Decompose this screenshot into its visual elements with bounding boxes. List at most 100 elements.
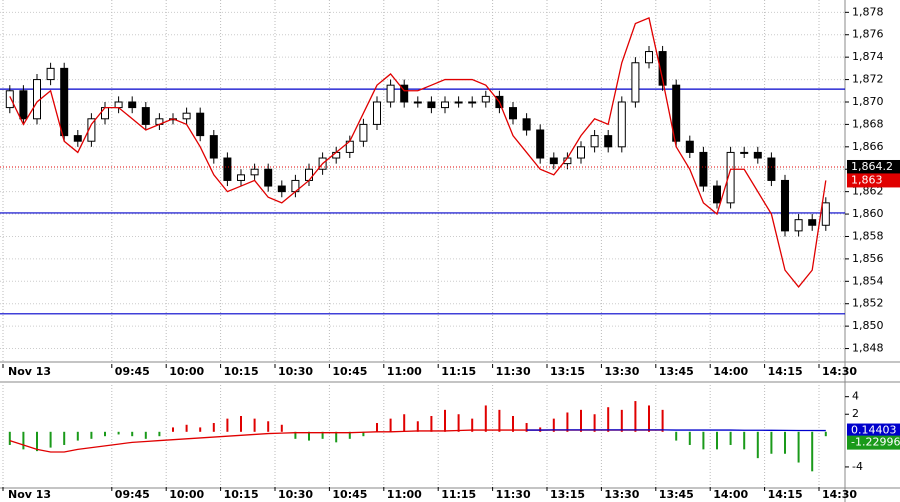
candle-body bbox=[250, 168, 259, 176]
histogram-bar bbox=[716, 431, 718, 450]
x-tick-label: 11:30 bbox=[496, 365, 531, 378]
x-tick-label: 11:30 bbox=[496, 488, 531, 501]
candle-body bbox=[821, 202, 830, 226]
histogram-bar bbox=[661, 409, 664, 432]
histogram-bar bbox=[444, 409, 446, 432]
y-tick-label: 1,860 bbox=[852, 207, 884, 220]
candle-body bbox=[441, 101, 449, 109]
x-tick-label: 10:30 bbox=[278, 488, 313, 501]
y-tick-label: -4 bbox=[852, 460, 863, 473]
indicator-line bbox=[526, 429, 826, 432]
x-tick-label: 13:15 bbox=[550, 488, 585, 501]
x-tick-label: 09:45 bbox=[115, 365, 150, 378]
histogram-bar bbox=[8, 431, 11, 445]
candle-body bbox=[19, 90, 28, 120]
candle-body bbox=[427, 101, 436, 109]
histogram-bar bbox=[824, 431, 827, 437]
value-box-label: 1,864.2 bbox=[851, 160, 893, 173]
histogram-bar bbox=[117, 431, 120, 435]
candle-body bbox=[386, 84, 395, 103]
candle-body bbox=[767, 157, 776, 181]
histogram-bar bbox=[607, 407, 610, 432]
histogram-bar bbox=[63, 431, 66, 445]
histogram-bar bbox=[199, 427, 202, 432]
x-tick-label: 13:15 bbox=[550, 365, 585, 378]
y-tick-label: 1,854 bbox=[852, 274, 884, 287]
x-tick-label: 14:15 bbox=[768, 365, 803, 378]
histogram-bar bbox=[688, 431, 691, 445]
value-box-label: -1.22996 bbox=[851, 436, 900, 449]
x-tick-label: 13:30 bbox=[604, 365, 639, 378]
histogram-bar bbox=[756, 431, 759, 459]
x-tick-label: 13:45 bbox=[659, 488, 694, 501]
candle-body bbox=[590, 135, 599, 148]
y-tick-label: 1,870 bbox=[852, 95, 884, 108]
candle-body bbox=[182, 112, 191, 120]
histogram-bar bbox=[280, 424, 283, 432]
histogram-bar bbox=[457, 414, 460, 432]
candle-body bbox=[509, 107, 517, 120]
histogram-bar bbox=[90, 431, 93, 439]
histogram-bar bbox=[348, 431, 351, 439]
x-tick-label: 10:45 bbox=[332, 488, 367, 501]
candle-body bbox=[672, 84, 681, 142]
x-tick-label: 14:00 bbox=[713, 488, 748, 501]
candle-body bbox=[549, 157, 558, 165]
value-box bbox=[847, 423, 900, 438]
histogram-bar bbox=[36, 431, 38, 452]
candle-body bbox=[141, 107, 150, 125]
y-tick-label: 1,852 bbox=[852, 297, 884, 310]
value-box-label: 1,863 bbox=[851, 173, 883, 186]
candle-body bbox=[685, 140, 694, 153]
x-tick-label: Nov 13 bbox=[8, 365, 51, 378]
x-tick-label: 10:00 bbox=[169, 488, 204, 501]
candle-body bbox=[740, 151, 749, 154]
histogram-bar bbox=[675, 431, 678, 441]
x-tick-label: 14:30 bbox=[822, 365, 857, 378]
histogram-bar bbox=[212, 423, 215, 432]
candle-body bbox=[60, 67, 69, 137]
histogram-bar bbox=[525, 423, 528, 432]
histogram-bar bbox=[512, 415, 514, 432]
y-tick-label: 1,866 bbox=[852, 140, 884, 153]
y-tick-label: 1,874 bbox=[852, 50, 884, 63]
x-tick-label: 14:30 bbox=[822, 488, 857, 501]
histogram-bar bbox=[784, 431, 786, 454]
candle-body bbox=[577, 146, 585, 159]
candle-body bbox=[223, 157, 232, 181]
x-tick-label: 11:00 bbox=[387, 365, 422, 378]
x-tick-label: 10:30 bbox=[278, 365, 313, 378]
histogram-bar bbox=[648, 405, 650, 432]
histogram-bar bbox=[376, 423, 378, 432]
candle-body bbox=[631, 62, 640, 103]
histogram-bar bbox=[253, 418, 256, 432]
y-tick-label: 4 bbox=[852, 390, 859, 403]
histogram-bar bbox=[49, 431, 52, 448]
candle-body bbox=[400, 84, 409, 103]
value-box bbox=[847, 159, 900, 174]
histogram-bar bbox=[471, 418, 474, 432]
x-tick-label: 13:30 bbox=[604, 488, 639, 501]
histogram-bar bbox=[498, 409, 501, 432]
histogram-bar bbox=[389, 418, 392, 432]
histogram-bar bbox=[416, 421, 419, 432]
x-tick-label: 11:00 bbox=[387, 488, 422, 501]
y-tick-label: 1,856 bbox=[852, 252, 884, 265]
x-tick-label: 10:15 bbox=[224, 365, 259, 378]
histogram-bar bbox=[267, 421, 270, 432]
x-tick-label: 09:45 bbox=[115, 488, 150, 501]
histogram-bar bbox=[104, 431, 106, 437]
histogram-bar bbox=[144, 431, 147, 439]
candle-body bbox=[536, 129, 545, 159]
histogram-bar bbox=[729, 431, 732, 445]
x-tick-label: 13:45 bbox=[659, 365, 694, 378]
histogram-bar bbox=[362, 431, 365, 437]
y-tick-label: 1,848 bbox=[852, 342, 884, 355]
y-tick-label: 1,858 bbox=[852, 229, 884, 242]
candle-body bbox=[277, 185, 286, 193]
candle-body bbox=[481, 95, 490, 103]
histogram-bar bbox=[566, 412, 569, 432]
histogram-bar bbox=[294, 431, 297, 439]
y-tick-label: 1,862 bbox=[852, 185, 884, 198]
histogram-bar bbox=[484, 405, 487, 432]
